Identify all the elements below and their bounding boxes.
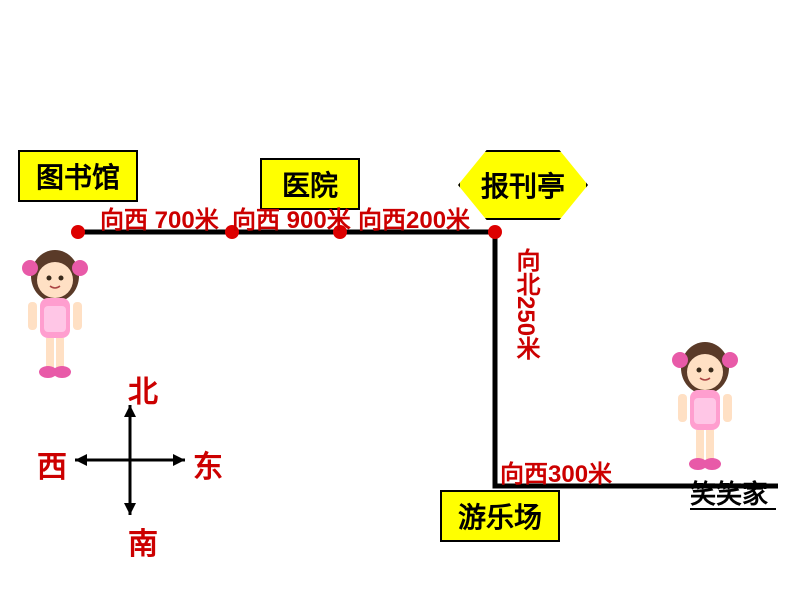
kiosk-box: 报刊亭 <box>458 150 588 220</box>
home-underline <box>690 508 776 510</box>
compass-south: 南 <box>128 519 158 563</box>
edge-1-label: 向西 700米 <box>100 200 219 235</box>
playground-box: 游乐场 <box>440 490 560 542</box>
edge-3-label: 向西200米 <box>358 200 470 235</box>
hospital-label: 医院 <box>282 170 338 201</box>
library-label: 图书馆 <box>36 162 120 193</box>
edge-5-label: 向西300米 <box>500 454 612 489</box>
compass-north: 北 <box>128 367 158 411</box>
edge-2-label: 向西 900米 <box>232 200 351 235</box>
girl-right-icon <box>660 338 750 478</box>
route-path <box>0 0 794 596</box>
girl-left-icon <box>10 246 100 386</box>
edge-4-label: 向北250米 <box>508 248 543 360</box>
compass-east: 东 <box>193 442 223 486</box>
compass-west: 西 <box>37 442 67 486</box>
playground-label: 游乐场 <box>458 502 542 533</box>
kiosk-label: 报刊亭 <box>481 165 565 205</box>
library-box: 图书馆 <box>18 150 138 202</box>
home-label: 笑笑家 <box>690 474 768 511</box>
